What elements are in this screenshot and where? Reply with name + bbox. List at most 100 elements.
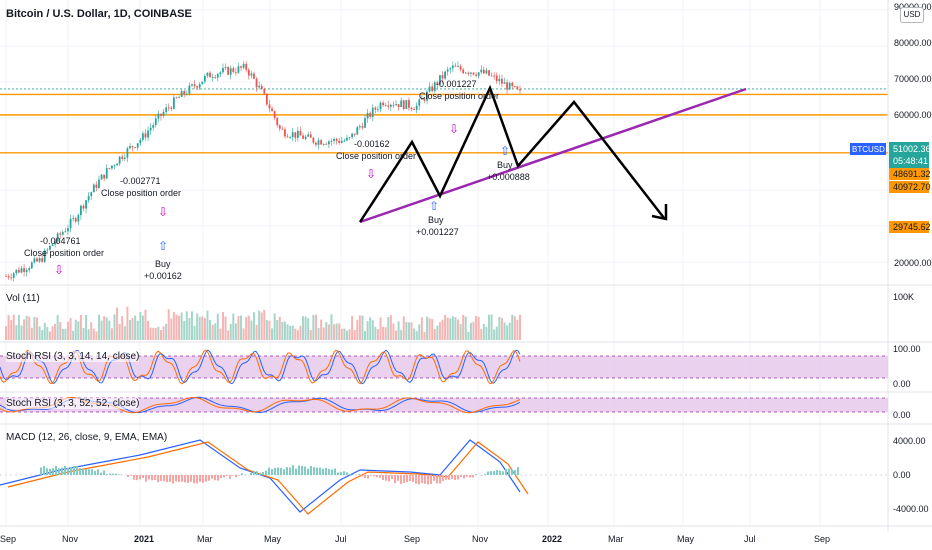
- macd-histogram-bar: [67, 467, 69, 475]
- macd-histogram-bar: [415, 475, 417, 484]
- candle-body: [405, 100, 408, 109]
- candle-body: [493, 75, 496, 77]
- macd-histogram-bar: [91, 469, 93, 475]
- candle-body: [46, 249, 49, 251]
- volume-bar: [190, 311, 193, 340]
- candle-body: [242, 63, 245, 68]
- currency-badge[interactable]: USD: [900, 7, 924, 23]
- candle-body: [307, 134, 310, 137]
- volume-bar: [369, 317, 372, 340]
- volume-bar: [121, 316, 124, 340]
- volume-bar: [41, 330, 44, 340]
- macd-histogram-bar: [463, 475, 465, 479]
- chart-title: Bitcoin / U.S. Dollar, 1D, COINBASE: [6, 8, 192, 20]
- horizontal-levels[interactable]: [0, 88, 888, 154]
- candle-body: [495, 75, 498, 82]
- volume-bar: [296, 330, 299, 340]
- macd-histogram-bar: [259, 472, 261, 475]
- time-tick-10: May: [677, 534, 695, 544]
- candle-body: [361, 126, 364, 128]
- volume-bar: [384, 327, 387, 340]
- time-tick-11: Jul: [744, 534, 756, 544]
- buy2-value: +0.001227: [416, 227, 459, 237]
- macd-histogram-bar: [283, 469, 285, 475]
- buy3-value: +0.000888: [487, 172, 530, 182]
- macd-histogram-bar: [211, 475, 213, 479]
- volume-bar: [255, 324, 258, 340]
- candle-body: [41, 258, 44, 262]
- candle-body: [69, 218, 72, 229]
- volume-bar: [506, 325, 509, 340]
- stoch1-lines: [0, 349, 521, 385]
- macd-histogram-bar: [436, 475, 438, 484]
- macd-histogram-bar: [226, 475, 228, 476]
- candle-body: [459, 66, 462, 70]
- volume-bar: [95, 331, 98, 340]
- candle-body: [216, 74, 219, 78]
- level-label-1: 48691.32: [893, 169, 931, 179]
- candle-body: [80, 205, 82, 216]
- macd-histogram-bar: [418, 475, 420, 485]
- volume-bar: [302, 316, 305, 340]
- candle-body: [263, 89, 266, 94]
- volume-bar: [395, 330, 398, 340]
- volume-bar: [134, 315, 137, 340]
- volume-bar: [25, 315, 28, 340]
- candle-body: [258, 85, 261, 88]
- volume-bar: [335, 323, 338, 340]
- volume-bar: [446, 317, 449, 340]
- candle-body: [366, 112, 369, 119]
- volume-bar: [307, 318, 310, 340]
- close1-value: -0.004761: [40, 236, 81, 246]
- level-label-2-bg: [889, 181, 929, 193]
- candle-body: [162, 112, 165, 116]
- candle-body: [369, 112, 372, 117]
- candle-body: [384, 105, 387, 106]
- macd-histogram-bar: [466, 475, 468, 477]
- projection-zigzag[interactable]: [358, 84, 665, 223]
- buy3-arrow: ⇧: [500, 144, 510, 158]
- volume-bar: [508, 322, 511, 340]
- candle-body: [281, 128, 284, 130]
- volume-bar: [85, 314, 88, 340]
- candle-body: [335, 138, 338, 141]
- volume-bar: [457, 319, 460, 340]
- trend-line[interactable]: [359, 87, 747, 224]
- volume-bar: [258, 310, 261, 340]
- volume-bar: [82, 327, 85, 340]
- candle-body: [123, 157, 126, 160]
- macd-histogram-bar: [340, 471, 342, 475]
- macd-histogram-bar: [382, 475, 384, 481]
- macd-histogram-bar: [88, 469, 90, 475]
- macd-histogram-bar: [433, 475, 435, 481]
- volume-bar: [157, 326, 160, 340]
- macd-line: [0, 439, 521, 513]
- candle-body: [20, 268, 23, 273]
- macd-histogram-bar: [505, 468, 507, 475]
- candle-body: [511, 82, 514, 87]
- macd-histogram-bar: [394, 475, 396, 484]
- candle-body: [188, 85, 191, 94]
- candle-body: [340, 140, 343, 143]
- volume-bar: [193, 325, 196, 340]
- candle-body: [503, 82, 506, 84]
- candle-body: [234, 72, 237, 73]
- candle-body: [286, 136, 289, 138]
- volume-bar: [327, 324, 330, 340]
- macd-lines: [0, 439, 529, 515]
- macd-histogram-bar: [460, 475, 462, 477]
- price-labels: BTCUSD 51002.36 05:48:41 48691.32 40972.…: [850, 142, 931, 233]
- candle-body: [147, 130, 149, 138]
- candle-body: [415, 105, 418, 110]
- volume-bar: [72, 330, 75, 340]
- volume-bar: [493, 329, 496, 340]
- time-axis: Sep Nov 2021 Mar May Jul Sep Nov 2022 Mar May Jul Se…: [0, 534, 830, 544]
- volume-bar: [371, 320, 374, 340]
- volume-bar: [322, 327, 325, 340]
- close1-label: Close position order: [24, 248, 104, 258]
- macd-histogram-bar: [205, 475, 207, 482]
- candle-body: [439, 75, 441, 85]
- volume-bar: [516, 319, 519, 340]
- macd-histogram-bar: [202, 475, 204, 483]
